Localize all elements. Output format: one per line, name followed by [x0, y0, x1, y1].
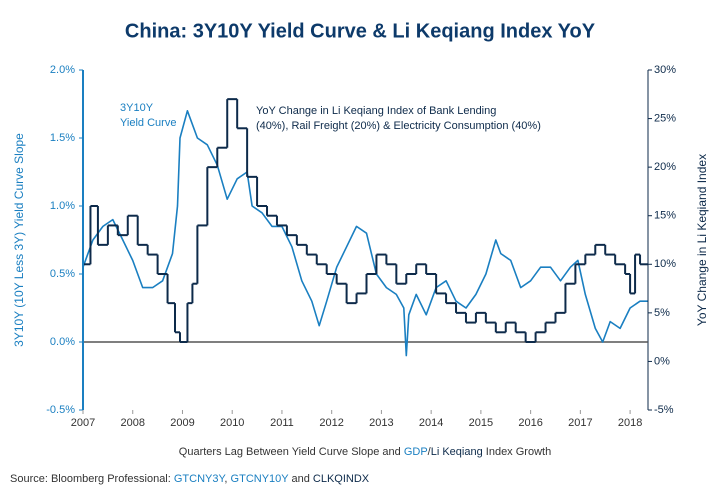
x-tick-label: 2016 [518, 417, 542, 429]
y-tick-label: 0.0% [50, 336, 75, 348]
x-tick-label: 2018 [618, 417, 642, 429]
y-axis-title: 3Y10Y (10Y Less 3Y) Yield Curve Slope [12, 133, 26, 347]
chart-title: China: 3Y10Y Yield Curve & Li Keqiang In… [125, 20, 596, 42]
y-tick-label: -0.5% [46, 404, 75, 416]
annotation: Yield Curve [120, 117, 176, 129]
source-note-part: and [288, 473, 312, 485]
source-note: Source: Bloomberg Professional: GTCNY3Y,… [10, 473, 370, 485]
x-tick-label: 2008 [120, 417, 144, 429]
y2-tick-label: 10% [654, 258, 676, 270]
x-tick-label: 2011 [270, 417, 294, 429]
x-axis-title-part: Li Keqiang [431, 446, 483, 458]
y2-axis-title: YoY Change in Li Keqiand Index [695, 154, 709, 326]
y-tick-label: 1.0% [50, 200, 75, 212]
y2-tick-label: 20% [654, 161, 676, 173]
x-axis-title-part: Quarters Lag Between Yield Curve Slope a… [179, 446, 404, 458]
y2-tick-label: 5% [654, 307, 670, 319]
source-note-part: CLKQINDX [313, 473, 370, 485]
x-axis-title-part: GDP [404, 446, 428, 458]
annotation: (40%), Rail Freight (20%) & Electricity … [256, 120, 541, 132]
y2-tick-label: -5% [654, 404, 674, 416]
annotation: YoY Change in Li Keqiang Index of Bank L… [256, 105, 496, 117]
x-tick-label: 2014 [419, 417, 443, 429]
y2-tick-label: 30% [654, 64, 676, 76]
y-tick-label: 0.5% [50, 268, 75, 280]
source-note-part: GTCNY3Y [174, 473, 227, 485]
x-tick-label: 2015 [469, 417, 493, 429]
x-axis-title: Quarters Lag Between Yield Curve Slope a… [179, 446, 551, 458]
x-tick-label: 2017 [568, 417, 592, 429]
y2-tick-label: 0% [654, 355, 670, 367]
source-note-part: , [224, 473, 230, 485]
annotation: 3Y10Y [120, 102, 154, 114]
y2-tick-label: 15% [654, 210, 676, 222]
x-tick-label: 2007 [71, 417, 95, 429]
x-tick-label: 2013 [369, 417, 393, 429]
y-tick-label: 2.0% [50, 64, 75, 76]
y2-tick-label: 25% [654, 112, 676, 124]
source-note-part: GTCNY10Y [231, 473, 290, 485]
x-tick-label: 2012 [319, 417, 343, 429]
y-tick-label: 1.5% [50, 132, 75, 144]
x-axis-title-part: / [428, 446, 432, 458]
x-axis-title-part: Index Growth [483, 446, 551, 458]
x-tick-label: 2009 [170, 417, 194, 429]
source-note-part: Source: Bloomberg Professional: [10, 473, 174, 485]
x-tick-label: 2010 [220, 417, 244, 429]
series-line [82, 110, 648, 357]
